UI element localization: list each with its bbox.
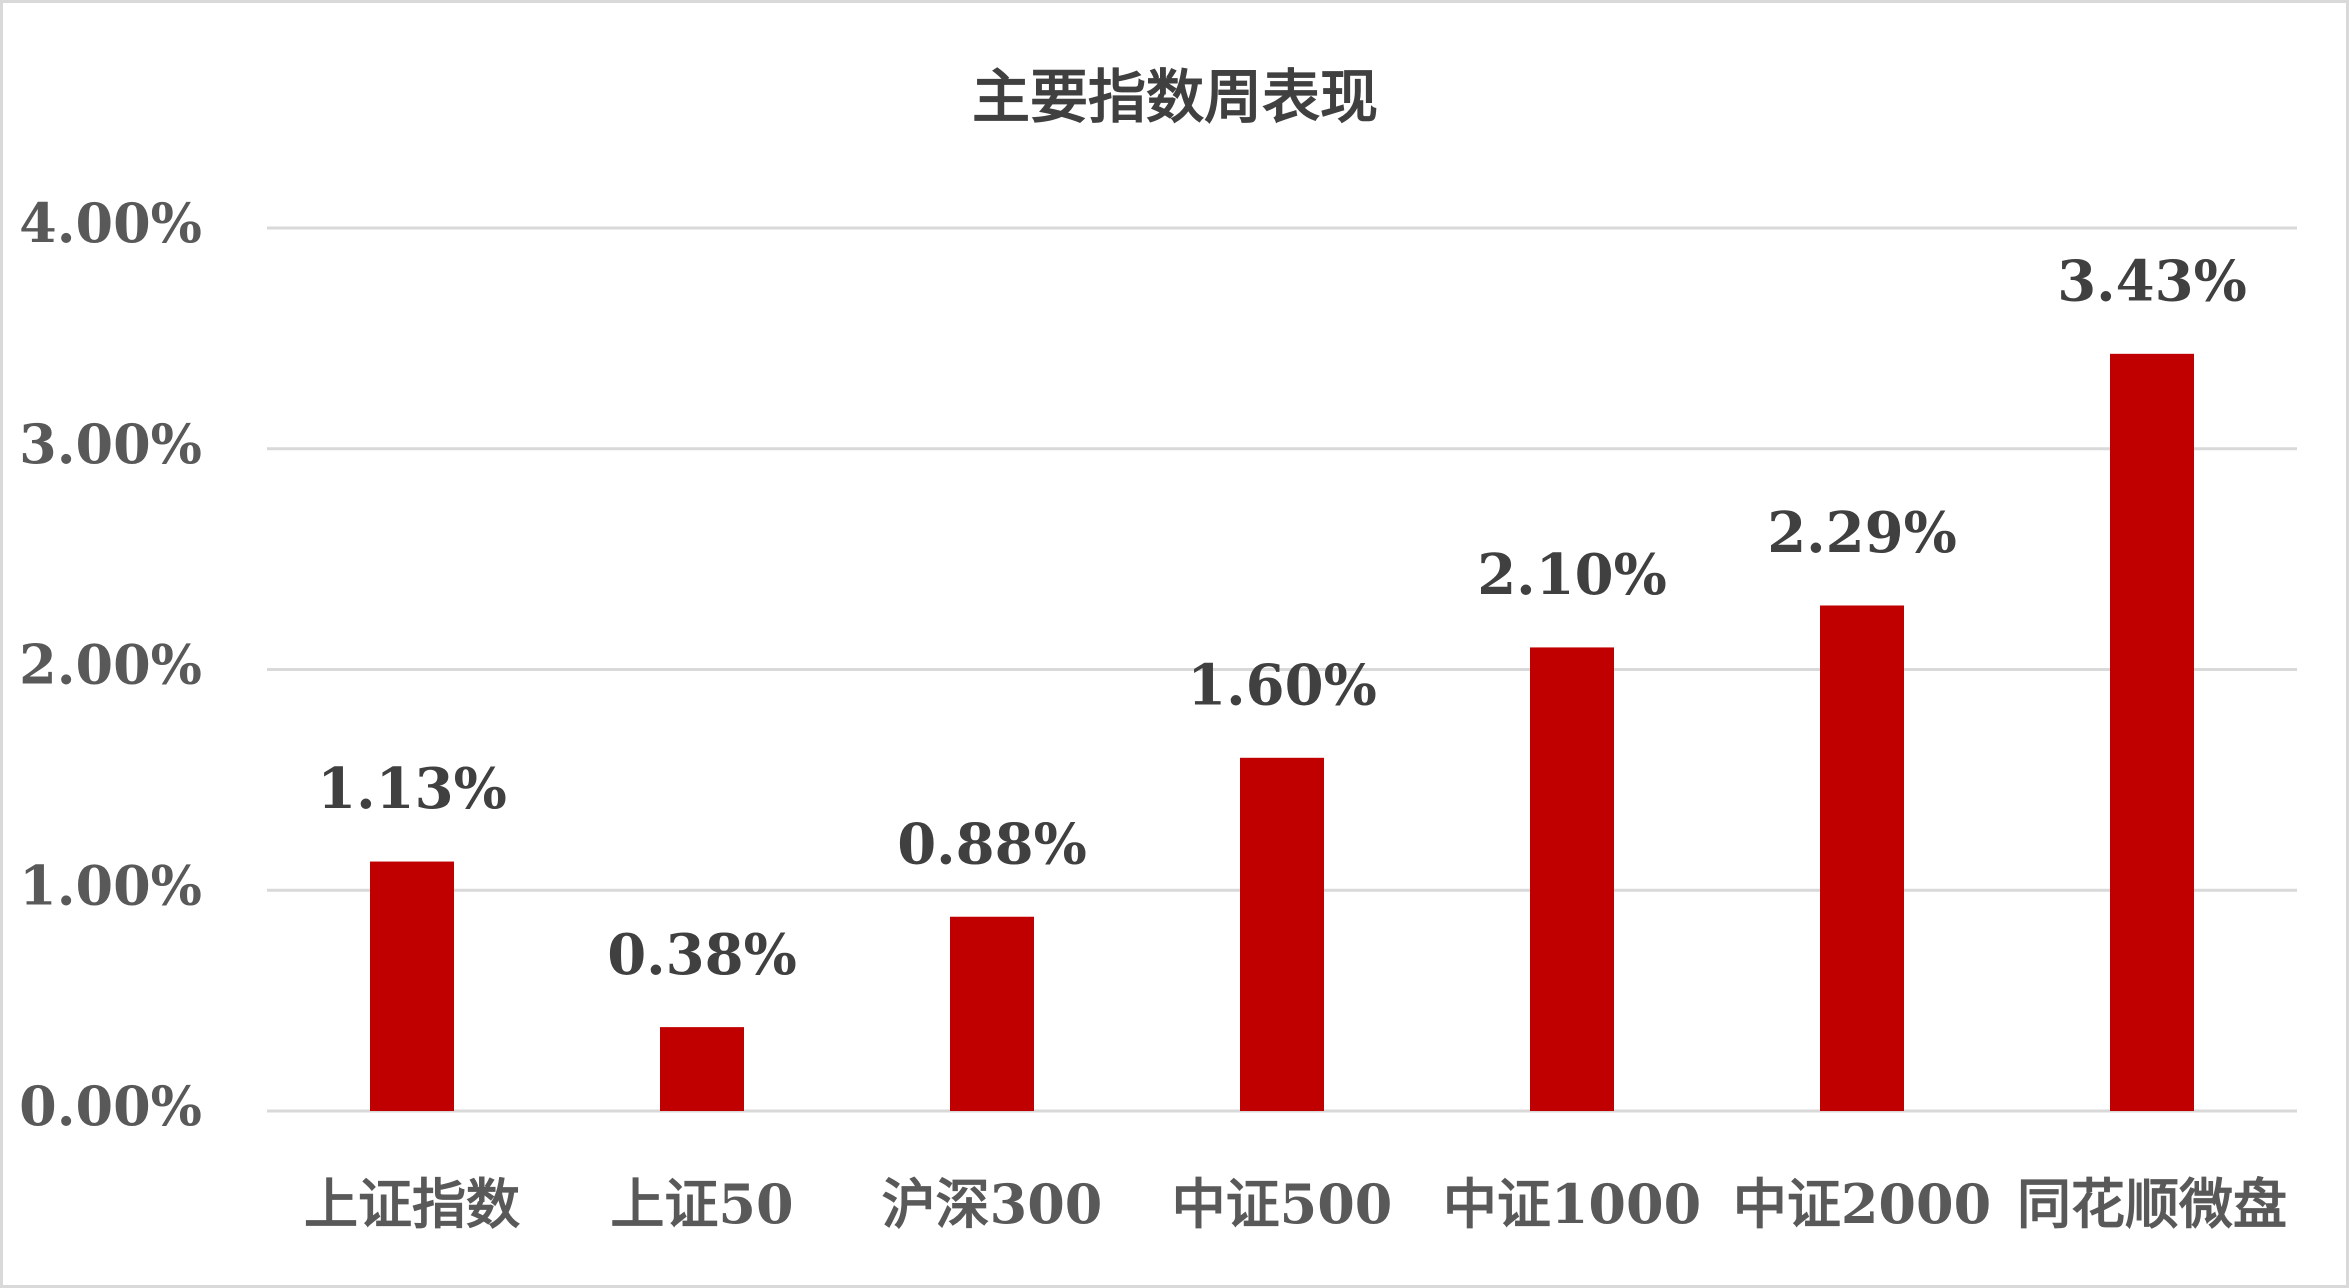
x-tick-label: 中证2000 — [1733, 1172, 1991, 1236]
x-tick-label: 同花顺微盘 — [2017, 1172, 2287, 1236]
y-tick-label: 3.00% — [19, 412, 202, 476]
bar — [1820, 605, 1904, 1111]
bar — [370, 861, 454, 1111]
x-tick-label: 中证500 — [1172, 1172, 1393, 1236]
y-tick-label: 2.00% — [19, 633, 202, 697]
y-tick-label: 4.00% — [19, 191, 202, 255]
bar — [950, 916, 1034, 1111]
y-tick-label: 1.00% — [19, 853, 202, 917]
y-tick-label: 0.00% — [19, 1074, 202, 1138]
data-label: 1.13% — [317, 756, 507, 822]
x-tick-label: 上证指数 — [304, 1172, 520, 1236]
x-tick-label: 沪深300 — [882, 1172, 1103, 1236]
data-label: 2.29% — [1767, 500, 1957, 566]
data-label: 2.10% — [1477, 542, 1667, 608]
data-label: 0.88% — [897, 811, 1087, 877]
chart-title: 主要指数周表现 — [972, 63, 1378, 131]
data-label: 0.38% — [607, 922, 797, 988]
bar — [1530, 647, 1614, 1111]
bar — [660, 1027, 744, 1111]
x-tick-label: 上证50 — [610, 1172, 793, 1236]
x-tick-label: 中证1000 — [1443, 1172, 1701, 1236]
data-label: 1.60% — [1187, 652, 1377, 718]
data-label: 3.43% — [2057, 248, 2247, 314]
bar — [1240, 757, 1324, 1111]
bar — [2110, 353, 2194, 1111]
